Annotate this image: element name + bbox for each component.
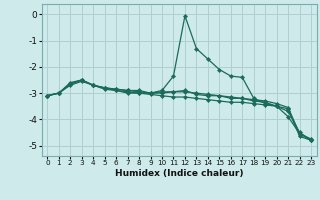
X-axis label: Humidex (Indice chaleur): Humidex (Indice chaleur) [115, 169, 244, 178]
